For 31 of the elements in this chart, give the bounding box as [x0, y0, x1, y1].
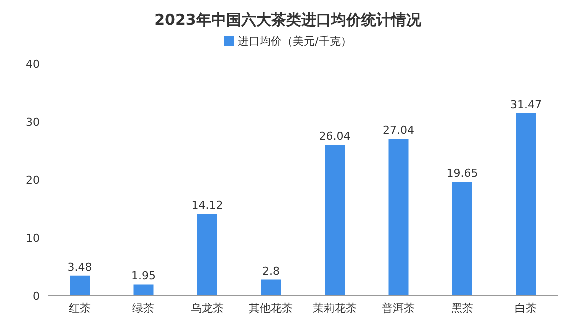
data-label: 14.12 — [192, 199, 224, 212]
y-tick-label: 40 — [26, 58, 40, 71]
bar — [388, 139, 409, 296]
legend-label: 进口均价（美元/千克） — [237, 34, 352, 48]
y-tick-label: 30 — [26, 116, 40, 129]
y-tick-label: 10 — [26, 232, 40, 245]
x-tick-label: 黑茶 — [451, 302, 474, 315]
x-tick-label: 绿茶 — [132, 302, 155, 315]
data-label: 27.04 — [383, 124, 414, 138]
data-label: 19.65 — [446, 167, 478, 180]
data-label: 26.04 — [319, 130, 351, 143]
data-label: 3.48 — [68, 260, 92, 274]
x-tick-label: 白茶 — [515, 302, 538, 315]
x-tick-label: 茉莉花茶 — [312, 302, 357, 315]
bar — [70, 276, 90, 296]
data-label: 2.8 — [262, 264, 280, 278]
x-tick-label: 普洱茶 — [382, 302, 416, 315]
bar — [452, 182, 472, 296]
chart-title: 2023年中国六大茶类进口均价统计情况 — [154, 10, 422, 31]
x-tick-label: 其他花茶 — [249, 302, 294, 315]
data-label: 1.95 — [132, 270, 156, 283]
bar — [261, 280, 282, 296]
data-label: 31.47 — [510, 98, 542, 112]
y-tick-label: 0 — [33, 290, 40, 303]
bar — [134, 284, 154, 296]
bar — [325, 144, 345, 296]
x-tick-label: 红茶 — [68, 302, 91, 315]
y-tick-label: 20 — [26, 174, 40, 187]
bar — [516, 113, 536, 296]
bar — [198, 214, 218, 296]
x-tick-label: 乌龙茶 — [190, 302, 224, 315]
